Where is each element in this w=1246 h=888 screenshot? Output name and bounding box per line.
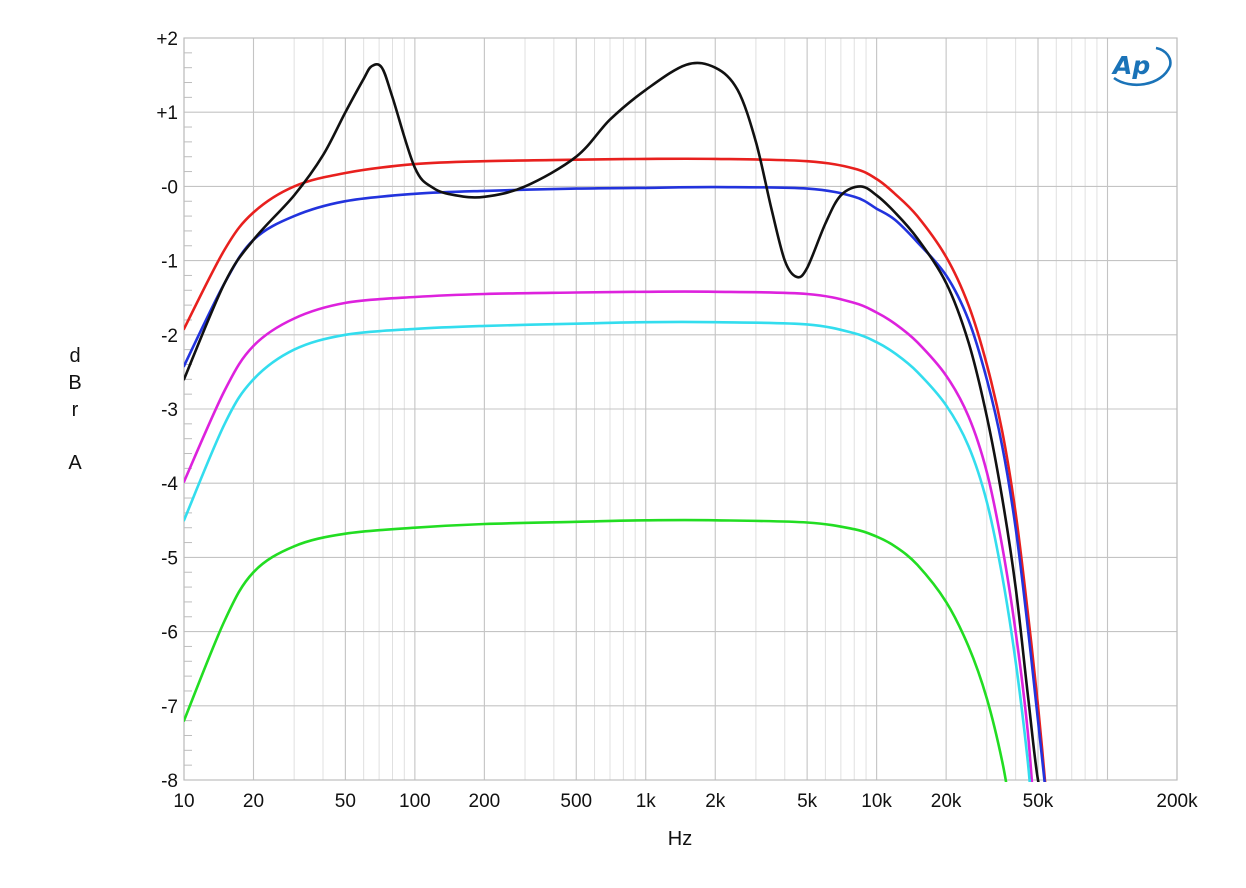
y-axis-label: dBr A xyxy=(68,345,82,474)
x-tick-label: 10 xyxy=(173,791,194,812)
y-tick-labels: +2 +1 -0 -1 -2 -3 -4 -5 -6 -7 -8 xyxy=(156,29,178,792)
y-tick-label: -8 xyxy=(161,771,178,792)
plot-frame xyxy=(183,37,1178,781)
x-tick-label: 50k xyxy=(1023,791,1054,812)
y-tick-label: +2 xyxy=(156,29,178,50)
y-axis-label-char: A xyxy=(68,452,82,474)
major-grid xyxy=(183,37,1178,781)
series-layer xyxy=(184,61,1047,782)
x-tick-label: 1k xyxy=(636,791,657,812)
y-tick-label: -5 xyxy=(161,548,178,569)
ap-logo-text: Ap xyxy=(1111,51,1150,80)
ap-logo: Ap xyxy=(1111,46,1172,86)
x-tick-label: 200k xyxy=(1156,791,1198,812)
series-line-1 xyxy=(184,157,1047,782)
series-line-5 xyxy=(184,518,1008,782)
x-tick-label: 100 xyxy=(399,791,431,812)
y-tick-label: -7 xyxy=(161,697,178,718)
x-tick-label: 5k xyxy=(797,791,818,812)
x-tick-label: 200 xyxy=(469,791,501,812)
y-tick-label: -1 xyxy=(161,252,178,273)
series-line-4 xyxy=(184,320,1032,782)
y-axis-label-char: B xyxy=(68,372,81,394)
y-axis-label-char: r xyxy=(72,399,79,421)
y-tick-label: -4 xyxy=(161,474,178,495)
y-tick-label: -3 xyxy=(161,400,178,421)
y-tick-label: -2 xyxy=(161,326,178,347)
x-axis-label: Hz xyxy=(668,828,692,850)
y-axis-label-char: d xyxy=(69,345,80,367)
x-tick-label: 20k xyxy=(931,791,962,812)
x-tick-label: 2k xyxy=(705,791,726,812)
series-line-3 xyxy=(184,290,1034,782)
y-tick-label: -0 xyxy=(161,177,178,198)
x-tick-label: 500 xyxy=(560,791,592,812)
x-tick-labels: 10 20 50 100 200 500 1k 2k 5k 10k 20k 50k 200k xyxy=(173,791,1198,812)
series-line-6 xyxy=(184,61,1040,782)
y-tick-label: -6 xyxy=(161,623,178,644)
x-tick-label: 20 xyxy=(243,791,264,812)
series-line-2 xyxy=(184,185,1046,782)
y-tick-label: +1 xyxy=(156,103,178,124)
x-tick-label: 10k xyxy=(861,791,892,812)
ap-logo-swoosh xyxy=(1113,46,1172,86)
x-tick-label: 50 xyxy=(335,791,356,812)
